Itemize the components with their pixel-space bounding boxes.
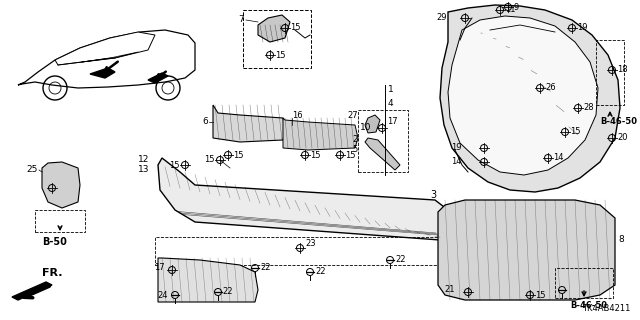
- Text: 16: 16: [292, 110, 303, 119]
- Polygon shape: [158, 158, 450, 240]
- Text: FR.: FR.: [42, 268, 63, 278]
- Polygon shape: [365, 138, 400, 170]
- Polygon shape: [42, 162, 80, 208]
- Text: B-46-50: B-46-50: [570, 300, 607, 309]
- Text: 29: 29: [436, 13, 447, 22]
- Text: TK4AB4211: TK4AB4211: [582, 304, 630, 313]
- Text: 18: 18: [617, 66, 628, 75]
- Polygon shape: [448, 16, 598, 175]
- Text: 9: 9: [513, 3, 518, 12]
- Text: 15: 15: [205, 156, 215, 164]
- Text: 17: 17: [387, 117, 397, 126]
- Polygon shape: [90, 68, 115, 78]
- Text: 22: 22: [222, 287, 232, 297]
- Text: 8: 8: [618, 236, 624, 244]
- Text: 5: 5: [353, 146, 358, 155]
- Text: 2: 2: [353, 135, 358, 145]
- Text: 15: 15: [310, 150, 321, 159]
- Polygon shape: [148, 73, 168, 83]
- Text: 12: 12: [138, 156, 149, 164]
- Text: 26: 26: [545, 84, 556, 92]
- Polygon shape: [12, 282, 52, 300]
- Text: 15: 15: [345, 150, 355, 159]
- Text: B-50: B-50: [42, 237, 67, 247]
- Polygon shape: [440, 5, 620, 192]
- Text: 4: 4: [388, 99, 394, 108]
- Polygon shape: [213, 105, 285, 142]
- Text: 22: 22: [315, 268, 326, 276]
- Text: 15: 15: [290, 23, 301, 33]
- Text: 19: 19: [451, 143, 462, 153]
- Text: 15: 15: [233, 150, 243, 159]
- Text: 14: 14: [553, 154, 563, 163]
- Polygon shape: [365, 115, 380, 133]
- Text: 6: 6: [202, 117, 208, 126]
- Text: 15: 15: [535, 291, 545, 300]
- Polygon shape: [55, 32, 155, 65]
- Text: 3: 3: [430, 190, 436, 200]
- Text: 21: 21: [445, 285, 455, 294]
- Text: 10: 10: [360, 124, 371, 132]
- Text: B-46-50: B-46-50: [600, 117, 637, 126]
- Text: 19: 19: [577, 23, 588, 33]
- Text: 23: 23: [305, 239, 316, 249]
- Polygon shape: [18, 30, 195, 88]
- Text: 20: 20: [617, 133, 627, 142]
- Text: 11: 11: [505, 5, 515, 14]
- Text: 1: 1: [388, 85, 394, 94]
- Text: 22: 22: [260, 263, 271, 273]
- Text: 25: 25: [27, 165, 38, 174]
- Polygon shape: [258, 15, 290, 42]
- Text: 15: 15: [170, 161, 180, 170]
- Text: 15: 15: [275, 51, 285, 60]
- Text: 17: 17: [154, 263, 165, 273]
- Text: 14: 14: [451, 157, 462, 166]
- Text: 13: 13: [138, 165, 150, 174]
- Polygon shape: [158, 258, 258, 302]
- Polygon shape: [438, 200, 615, 300]
- Text: 28: 28: [583, 103, 594, 113]
- Text: 22: 22: [395, 255, 406, 265]
- Text: 27: 27: [348, 110, 358, 119]
- Polygon shape: [283, 118, 358, 150]
- Text: 15: 15: [570, 127, 580, 137]
- Text: 7: 7: [238, 15, 244, 25]
- Text: 24: 24: [157, 291, 168, 300]
